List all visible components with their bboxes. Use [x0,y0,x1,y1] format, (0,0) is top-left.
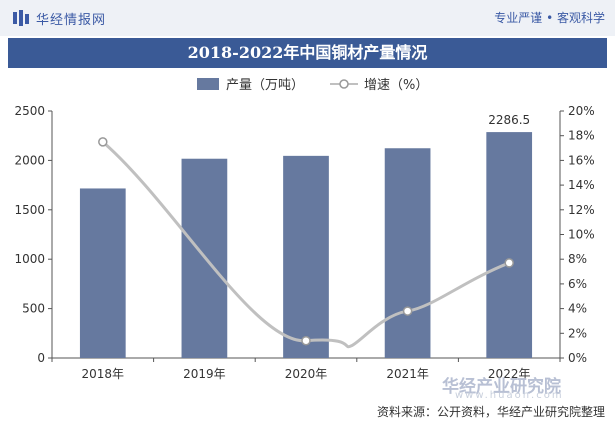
y-right-tick-label: 14% [568,178,595,192]
line-point [504,258,514,268]
y-left-tick-label: 1000 [14,252,45,266]
y-right-tick-label: 0% [568,351,587,365]
x-tick-label: 2018年 [82,367,125,381]
x-tick-label: 2020年 [285,367,328,381]
line-point [98,137,108,147]
y-right-tick-label: 2% [568,326,587,340]
y-right-tick-label: 4% [568,302,587,316]
line-point [301,335,311,346]
y-right-tick-label: 6% [568,277,587,291]
line-growth [101,140,510,349]
logo-icon [13,10,29,26]
legend-marker-line [339,79,349,89]
y-right-tick-label: 10% [568,228,595,242]
y-right-tick-label: 12% [568,203,595,217]
x-tick-label: 2021年 [386,367,429,381]
legend-swatch-bar [197,78,219,90]
y-right-tick-label: 8% [568,252,587,266]
x-tick-label: 2019年 [183,367,226,381]
brand-name: 华经情报网 [36,13,107,28]
legend-label-bar: 产量（万吨） [226,78,304,93]
y-left-tick-label: 500 [22,302,45,316]
chart-title: 2018-2022年中国铜材产量情况 [8,38,607,68]
y-right-tick-label: 16% [568,153,595,167]
y-right-tick-label: 20% [568,104,595,118]
bar-production [79,188,126,358]
source-note: 资料来源：公开资料，华经产业研究院整理 [376,405,605,419]
watermark-brand: 华经产业研究院 [442,377,561,397]
slogan: 专业严谨 • 客观科学 [494,11,605,25]
y-right-tick-label: 18% [568,129,595,143]
y-left-tick-label: 2500 [14,104,45,118]
bar-production [283,155,329,358]
bar-production [486,132,533,358]
watermark-url: www.huaon.com [455,390,564,401]
y-left-tick-label: 0 [37,351,45,365]
y-left-tick-label: 2000 [14,153,45,167]
bar-production [384,148,431,358]
x-tick-label: 2022年 [488,367,531,381]
top-bar: 华经情报网 专业严谨 • 客观科学 [0,0,615,36]
data-label: 2286.5 [488,113,530,127]
line-point [402,306,413,316]
y-left-tick-label: 1500 [14,203,45,217]
legend-label-line: 增速（%） [364,78,428,93]
